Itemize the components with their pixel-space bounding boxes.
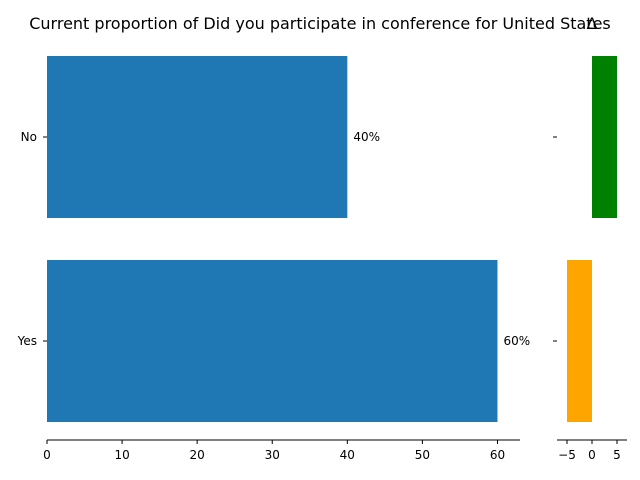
- x-tick-label: 10: [114, 448, 129, 462]
- delta-x-axis: −5 0 5: [557, 439, 627, 462]
- delta-bar-no: [592, 56, 617, 218]
- main-x-axis: 0 10 20 30 40 50 60: [43, 439, 520, 462]
- delta-x-tick-label: 0: [588, 448, 596, 462]
- delta-y-axis-ticks: [553, 136, 557, 342]
- x-tick-label: 0: [43, 448, 51, 462]
- delta-x-tick-label: 5: [613, 448, 621, 462]
- main-bars: [47, 56, 498, 422]
- delta-title: Δ: [587, 14, 598, 33]
- delta-bar-yes: [567, 260, 592, 422]
- x-tick-label: 40: [340, 448, 355, 462]
- data-label-yes: 60%: [503, 334, 530, 348]
- x-tick-label: 50: [415, 448, 430, 462]
- x-tick-label: 20: [190, 448, 205, 462]
- x-tick-label: 30: [265, 448, 280, 462]
- delta-x-tick-label: −5: [558, 448, 576, 462]
- y-tick-label-no: No: [21, 130, 37, 144]
- main-chart: 40% 60% No Yes 0 10 20 30 40 50 60: [17, 56, 530, 462]
- data-label-no: 40%: [353, 130, 380, 144]
- chart-title: Current proportion of Did you participat…: [29, 14, 611, 33]
- main-data-labels: 40% 60%: [353, 130, 530, 348]
- delta-bars: [567, 56, 617, 422]
- bar-no: [47, 56, 348, 218]
- delta-chart: −5 0 5: [553, 56, 627, 462]
- main-y-axis-ticks: No Yes: [17, 130, 47, 348]
- y-tick-label-yes: Yes: [17, 334, 37, 348]
- bar-yes: [47, 260, 498, 422]
- x-tick-label: 60: [490, 448, 505, 462]
